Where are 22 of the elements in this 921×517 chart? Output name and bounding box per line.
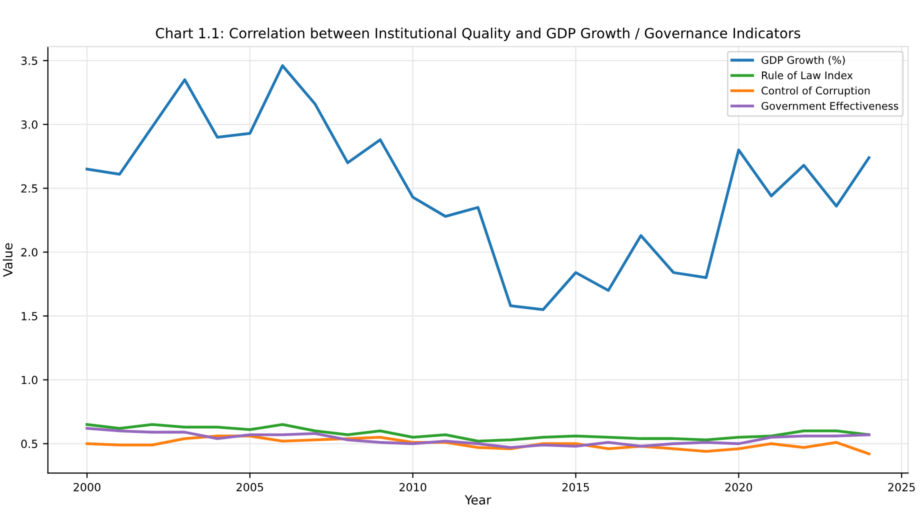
y-tick-label: 3.5 (21, 56, 38, 65)
legend-label: Government Effectiveness (762, 102, 898, 110)
y-tick-label: 2.5 (21, 184, 38, 193)
chart-title: Chart 1.1: Correlation between Institutional Quality and GDP Growth / Governance Indicators (156, 28, 800, 42)
legend-label: GDP Growth (%) (762, 56, 845, 66)
y-tick-label: 0.5 (21, 440, 38, 448)
y-tick-label: 1.5 (22, 312, 38, 320)
x-tick-label: 2010 (400, 482, 426, 492)
x-tick-label: 2005 (236, 482, 264, 492)
line-series (86, 426, 870, 449)
y-axis-title: Value (2, 243, 13, 277)
line-series (86, 423, 870, 443)
x-tick-label: 2000 (74, 482, 100, 492)
y-tick-label: 3.0 (21, 120, 38, 129)
x-axis-title: Year (464, 495, 492, 505)
x-tick-label: 2015 (562, 482, 589, 492)
x-tick-label: 2025 (888, 482, 915, 492)
legend-label: Control of Corruption (762, 86, 870, 97)
legend-label: Rule of Law Index (762, 71, 853, 80)
y-tick-label: 1.0 (22, 376, 38, 384)
x-tick-label: 2020 (725, 482, 752, 492)
y-tick-label: 2.0 (21, 248, 38, 257)
